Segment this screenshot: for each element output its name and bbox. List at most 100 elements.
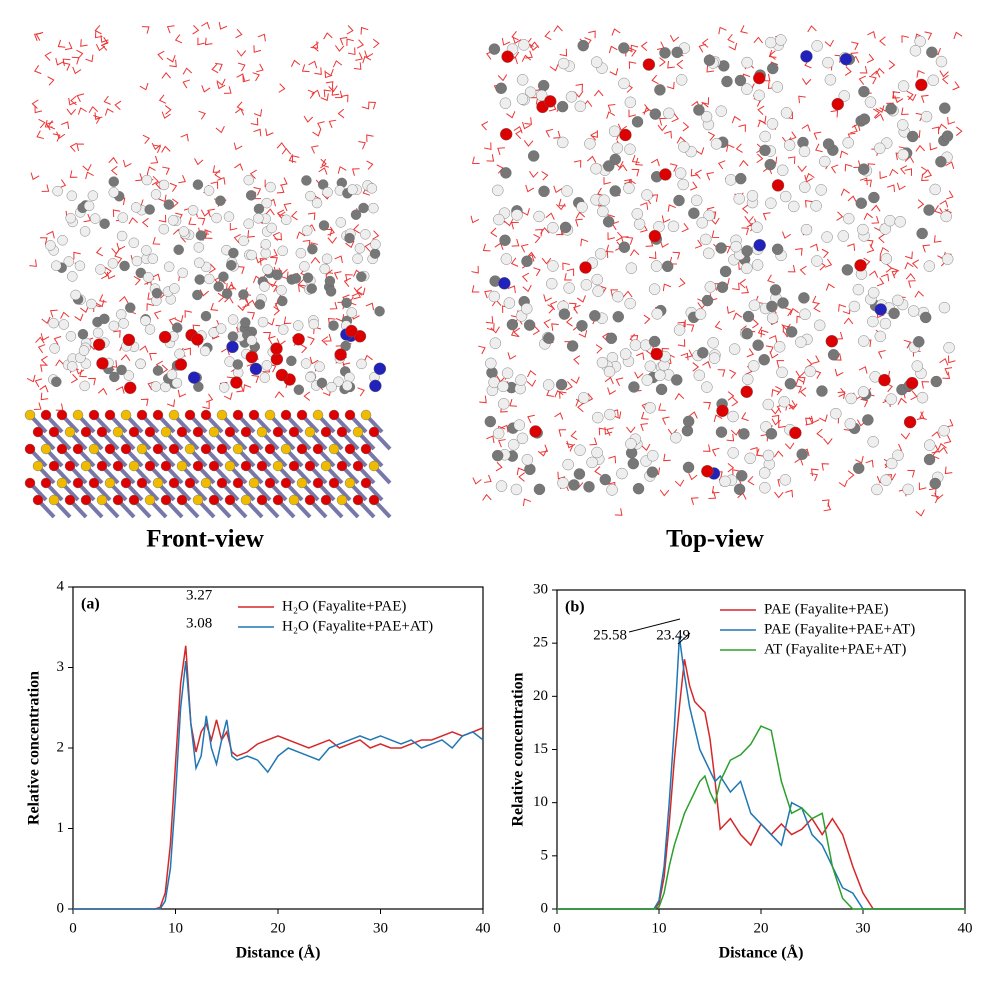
water	[732, 469, 740, 477]
atom	[228, 247, 239, 259]
atom	[248, 409, 260, 421]
atom	[785, 326, 798, 338]
atom	[765, 197, 777, 209]
atom	[356, 358, 367, 370]
atom	[124, 381, 137, 395]
water	[314, 67, 322, 76]
water	[346, 38, 354, 47]
water	[62, 58, 71, 67]
atom	[88, 409, 100, 421]
water	[847, 243, 856, 251]
atom	[253, 203, 265, 215]
atom	[344, 477, 356, 489]
water	[535, 229, 543, 237]
water	[210, 181, 219, 189]
water	[836, 211, 844, 221]
water	[937, 123, 948, 131]
water	[279, 177, 288, 186]
atom	[703, 54, 716, 66]
water	[815, 143, 823, 153]
water	[809, 243, 819, 252]
water	[308, 60, 318, 69]
atom	[776, 366, 788, 379]
water	[702, 444, 711, 452]
atom	[232, 443, 244, 455]
atom	[627, 457, 640, 470]
atom	[529, 425, 542, 438]
water	[328, 119, 337, 129]
x-tick-label: 30	[856, 920, 871, 936]
atom	[878, 373, 891, 387]
water	[207, 208, 215, 218]
atom	[88, 477, 100, 489]
water	[669, 34, 680, 43]
atom	[874, 330, 887, 343]
water	[312, 129, 322, 137]
water	[606, 111, 616, 119]
atom	[566, 340, 579, 352]
water	[771, 418, 781, 426]
water	[805, 172, 815, 181]
water	[183, 347, 191, 356]
atom	[816, 385, 828, 397]
atom	[83, 200, 95, 212]
water	[237, 265, 245, 274]
water	[928, 487, 937, 496]
water	[507, 352, 517, 360]
water	[901, 107, 909, 115]
atom	[79, 380, 90, 392]
water	[278, 83, 286, 93]
water	[899, 165, 908, 175]
water	[859, 66, 868, 74]
water	[614, 508, 623, 516]
atom	[216, 409, 228, 421]
water	[682, 121, 690, 132]
atom	[96, 460, 108, 472]
atom	[618, 77, 630, 90]
water	[234, 163, 244, 171]
atom	[143, 272, 154, 283]
water	[74, 313, 84, 322]
water	[904, 251, 913, 260]
water	[917, 199, 925, 209]
atom	[784, 378, 797, 390]
atom	[897, 119, 909, 131]
water	[727, 462, 735, 473]
water	[30, 172, 40, 181]
atom	[240, 460, 252, 472]
water	[161, 145, 171, 153]
annotation: 23.49	[656, 627, 690, 643]
water	[746, 348, 755, 358]
atom	[324, 275, 336, 287]
atom	[277, 295, 288, 307]
water	[270, 257, 278, 265]
atom	[249, 362, 263, 376]
atom	[141, 174, 153, 186]
atom	[195, 230, 207, 241]
water	[113, 330, 121, 338]
x-tick-label: 20	[271, 920, 286, 936]
atom	[769, 284, 782, 296]
atom	[316, 377, 328, 389]
atom	[742, 373, 754, 385]
atom	[558, 308, 571, 320]
atom	[671, 374, 683, 386]
water	[595, 344, 603, 354]
atom	[667, 220, 680, 233]
water	[576, 295, 586, 303]
atom	[766, 118, 779, 130]
atom	[858, 163, 870, 175]
atom	[335, 217, 347, 228]
water	[490, 326, 500, 334]
atom	[66, 190, 78, 201]
water	[810, 473, 818, 482]
water	[40, 364, 48, 372]
water	[194, 158, 204, 166]
water	[559, 48, 568, 57]
water	[713, 414, 723, 423]
water	[577, 402, 584, 413]
water	[197, 37, 205, 46]
water	[103, 95, 111, 105]
water	[310, 256, 321, 264]
atom	[556, 100, 569, 113]
